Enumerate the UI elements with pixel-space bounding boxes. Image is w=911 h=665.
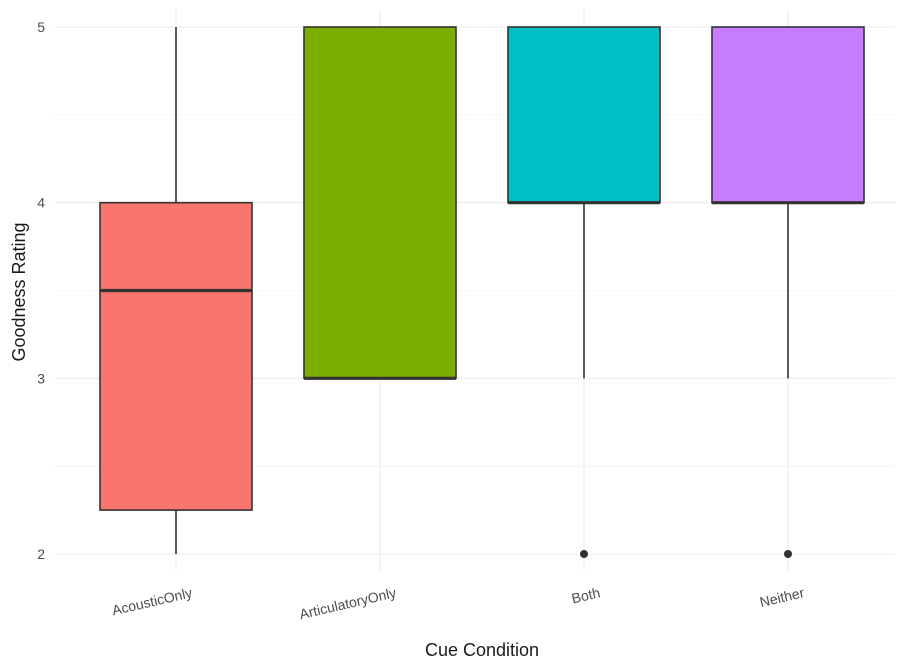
- y-axis-ticks: 2 3 4 5: [37, 19, 45, 562]
- y-tick-label: 5: [37, 19, 45, 35]
- box-Both: [507, 26, 661, 558]
- y-axis-title: Goodness Rating: [9, 222, 29, 361]
- x-tick-label: Neither: [758, 584, 806, 610]
- y-tick-label: 3: [37, 370, 45, 386]
- x-tick-label: AcousticOnly: [110, 584, 193, 618]
- y-tick-label: 4: [37, 195, 45, 211]
- x-axis-ticks: AcousticOnly ArticulatoryOnly Both Neither: [110, 584, 806, 622]
- x-tick-label: ArticulatoryOnly: [298, 584, 398, 622]
- box-body: [507, 26, 661, 204]
- x-axis-title: Cue Condition: [425, 640, 539, 660]
- y-tick-label: 2: [37, 546, 45, 562]
- box-ArticulatoryOnly: [303, 26, 457, 380]
- x-tick-label: Both: [570, 584, 602, 606]
- box-body: [303, 26, 457, 380]
- box-Neither: [711, 26, 865, 558]
- outlier-point: [784, 550, 792, 558]
- boxes: [99, 26, 865, 558]
- box-body: [711, 26, 865, 204]
- outlier-point: [580, 550, 588, 558]
- box-AcousticOnly: [99, 27, 253, 554]
- box-body: [99, 201, 253, 511]
